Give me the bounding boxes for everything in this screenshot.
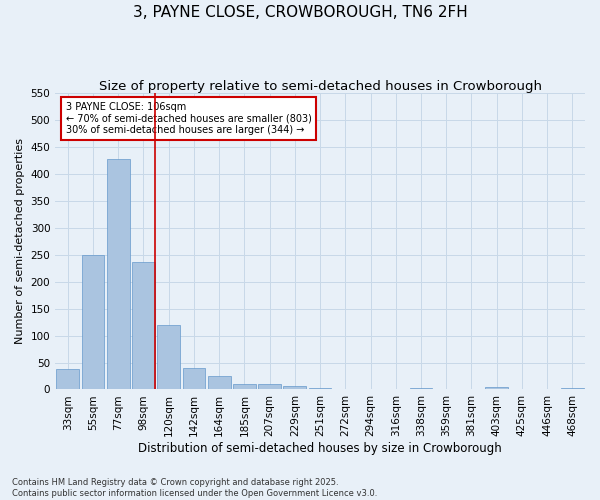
Bar (561, 388, 584, 390)
X-axis label: Distribution of semi-detached houses by size in Crowborough: Distribution of semi-detached houses by … (138, 442, 502, 455)
Bar (56, 369, 79, 390)
Bar (309, 388, 331, 390)
Bar (208, 376, 230, 390)
Title: Size of property relative to semi-detached houses in Crowborough: Size of property relative to semi-detach… (98, 80, 542, 93)
Text: Contains HM Land Registry data © Crown copyright and database right 2025.
Contai: Contains HM Land Registry data © Crown c… (12, 478, 377, 498)
Text: 3, PAYNE CLOSE, CROWBOROUGH, TN6 2FH: 3, PAYNE CLOSE, CROWBOROUGH, TN6 2FH (133, 5, 467, 20)
Bar (410, 388, 433, 390)
Bar (258, 384, 281, 390)
Bar (107, 159, 130, 390)
Bar (157, 325, 180, 390)
Bar (132, 262, 155, 390)
Bar (485, 388, 508, 390)
Bar (182, 368, 205, 390)
Bar (283, 386, 306, 390)
Y-axis label: Number of semi-detached properties: Number of semi-detached properties (15, 138, 25, 344)
Bar (82, 254, 104, 390)
Bar (233, 384, 256, 390)
Text: 3 PAYNE CLOSE: 106sqm
← 70% of semi-detached houses are smaller (803)
30% of sem: 3 PAYNE CLOSE: 106sqm ← 70% of semi-deta… (66, 102, 311, 135)
